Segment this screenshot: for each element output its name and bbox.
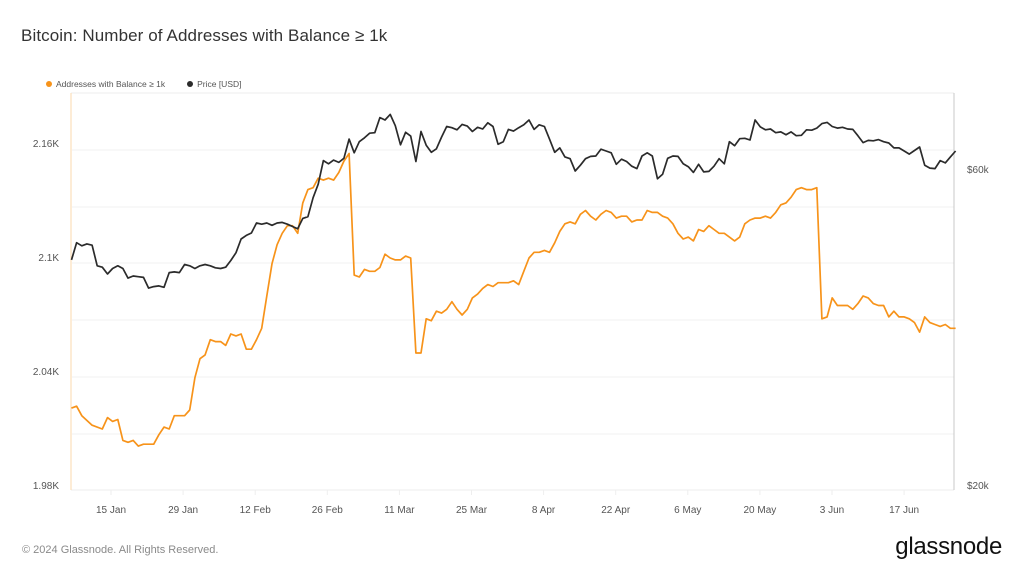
chart-title: Bitcoin: Number of Addresses with Balanc… (21, 26, 388, 45)
y-right-tick-label: $60k (967, 165, 990, 176)
x-tick-label: 26 Feb (312, 505, 344, 516)
price-line (70, 113, 957, 289)
y-left-tick-label: 2.1K (38, 253, 59, 264)
glassnode-logo: glassnode (895, 533, 1002, 560)
x-tick-label: 22 Apr (601, 505, 631, 516)
x-tick-label: 25 Mar (456, 505, 488, 516)
y-right-tick-label: $20k (967, 481, 990, 492)
y-left-tick-label: 1.98K (33, 481, 59, 492)
x-tick-label: 15 Jan (96, 505, 126, 516)
x-tick-label: 6 May (674, 505, 701, 516)
x-tick-label: 8 Apr (532, 505, 556, 516)
x-tick-label: 17 Jun (889, 505, 919, 516)
legend: Addresses with Balance ≥ 1k Price [USD] (46, 79, 242, 89)
y-left-tick-label: 2.04K (33, 367, 59, 378)
x-tick-label: 11 Mar (384, 505, 415, 516)
addresses-line (71, 152, 956, 447)
legend-item-addresses[interactable]: Addresses with Balance ≥ 1k (46, 79, 165, 89)
legend-label: Price [USD] (197, 79, 242, 89)
orange-dot-icon (46, 81, 52, 87)
x-tick-label: 20 May (744, 505, 777, 516)
black-dot-icon (187, 81, 194, 87)
x-tick-label: 12 Feb (240, 505, 272, 516)
x-tick-label: 3 Jun (820, 505, 844, 516)
y-left-tick-label: 2.16K (33, 139, 59, 150)
x-tick-label: 29 Jan (168, 505, 198, 516)
copyright: © 2024 Glassnode. All Rights Reserved. (22, 544, 219, 556)
legend-label: Addresses with Balance ≥ 1k (56, 79, 166, 89)
legend-item-price[interactable]: Price [USD] (187, 79, 242, 89)
